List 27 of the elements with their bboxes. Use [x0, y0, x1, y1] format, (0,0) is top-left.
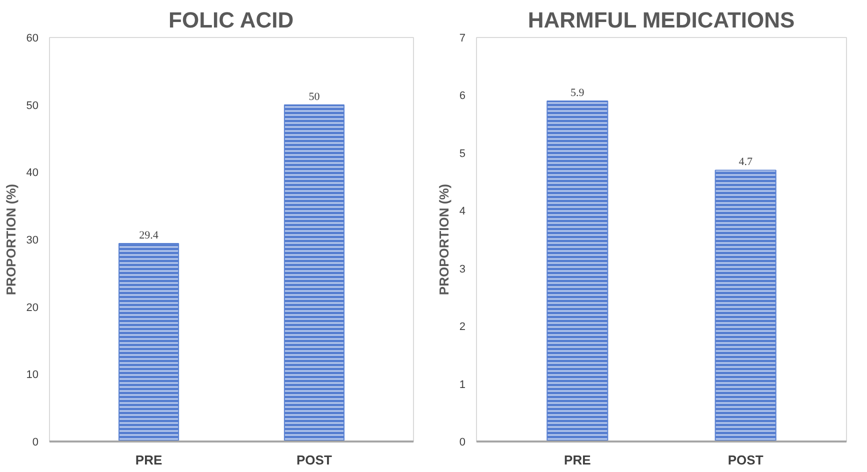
y-tick-label: 0 — [459, 436, 466, 448]
y-tick-label: 5 — [459, 148, 466, 160]
y-tick-label: 6 — [459, 90, 466, 102]
x-tick-label: POST — [728, 452, 764, 468]
y-tick-label: 2 — [459, 321, 466, 334]
chart-title: HARMFUL MEDICATIONS — [528, 8, 795, 32]
y-tick-label: 40 — [26, 167, 39, 180]
y-tick-label: 50 — [26, 100, 39, 112]
y-axis-title: PROPORTION (%) — [436, 184, 452, 296]
x-tick-label: PRE — [564, 452, 592, 468]
y-tick-label: 20 — [26, 302, 39, 314]
x-tick-label: POST — [296, 452, 332, 468]
y-tick-label: 3 — [459, 263, 466, 276]
y-tick-label: 1 — [459, 378, 466, 391]
data-label: 4.7 — [738, 156, 753, 168]
data-label: 50 — [308, 90, 320, 103]
y-axis-title: PROPORTION (%) — [3, 184, 18, 296]
chart-title: FOLIC ACID — [168, 8, 294, 32]
y-tick-label: 10 — [26, 369, 39, 382]
y-tick-label: 7 — [459, 32, 466, 44]
y-tick-label: 30 — [26, 234, 39, 246]
data-label: 5.9 — [570, 86, 585, 99]
data-label: 29.4 — [139, 230, 159, 242]
y-tick-label: 4 — [459, 206, 466, 218]
y-tick-label: 60 — [26, 32, 39, 44]
x-tick-label: PRE — [135, 452, 162, 468]
y-tick-label: 0 — [32, 436, 39, 448]
